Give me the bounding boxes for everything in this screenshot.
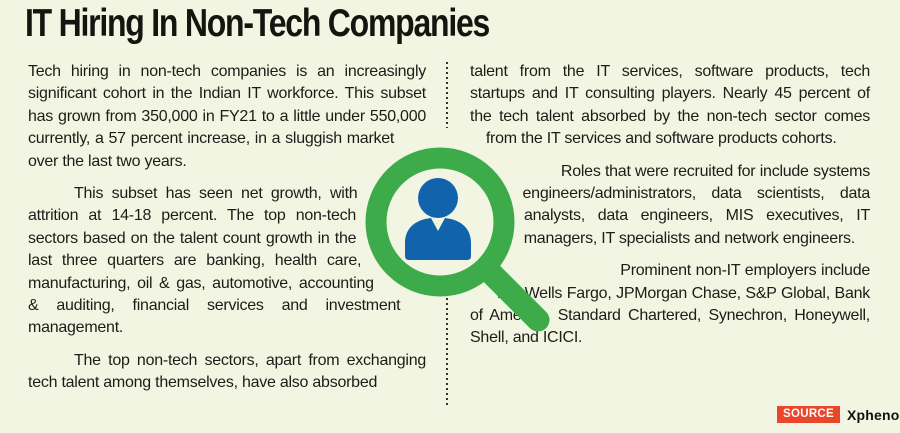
source-badge: SOURCE	[777, 406, 841, 423]
page-title: IT Hiring In Non-Tech Companies	[25, 2, 490, 45]
person-body-icon	[405, 218, 471, 260]
magnifier-handle-icon	[476, 258, 550, 332]
left-paragraph-1: Tech hiring in non-tech companies is an …	[28, 63, 426, 170]
column-divider-bottom	[446, 298, 448, 406]
right-paragraph-1: talent from the IT services, software pr…	[470, 63, 870, 148]
person-search-icon	[360, 132, 560, 342]
source-attribution: SOURCE Xpheno	[777, 406, 900, 423]
person-head-icon	[418, 178, 458, 218]
left-column: Tech hiring in non-tech companies is an …	[28, 61, 426, 405]
magnifier-ring-icon	[365, 147, 515, 297]
right-paragraph-3: Prominent non-IT employers include EY, W…	[470, 262, 870, 347]
column-divider-top	[446, 62, 448, 128]
right-column: talent from the IT services, software pr…	[470, 61, 870, 360]
left-paragraph-2: This subset has seen net growth, with at…	[28, 185, 401, 337]
right-paragraph-2: Roles that were recruited for include sy…	[522, 162, 871, 247]
source-name: Xpheno	[847, 406, 900, 423]
left-paragraph-3: The top non-tech sectors, apart from exc…	[28, 351, 426, 392]
